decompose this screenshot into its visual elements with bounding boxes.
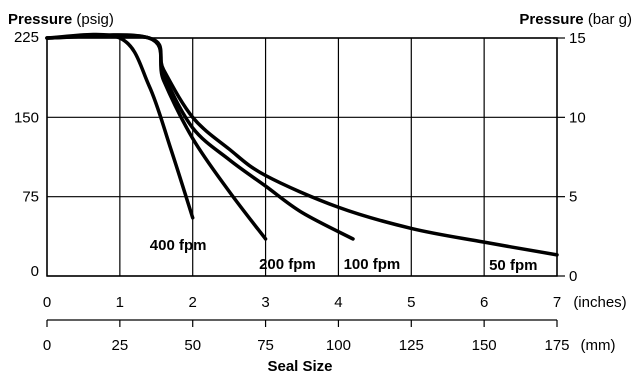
- curves: [45, 32, 559, 257]
- series-labels: 400 fpm 200 fpm 100 fpm 50 fpm: [150, 237, 538, 274]
- right-tick-label: 15: [569, 30, 586, 47]
- mm-tick-label: 25: [112, 337, 129, 354]
- mm-tick-label: 75: [257, 337, 274, 354]
- grid: [46, 37, 558, 277]
- inch-tick-label: 1: [116, 294, 124, 311]
- mm-tick-label: 175: [544, 337, 569, 354]
- right-axis-title: Pressure (bar g): [519, 11, 632, 28]
- left-tick-label: 150: [14, 109, 39, 126]
- inch-tick-label: 3: [261, 294, 269, 311]
- inch-tick-label: 6: [480, 294, 488, 311]
- inch-tick-label: 4: [334, 294, 342, 311]
- left-axis-title: Pressure (psig): [8, 11, 114, 28]
- series-label: 50 fpm: [489, 257, 537, 274]
- left-axis-ticks: 0 75 150 225: [14, 29, 39, 280]
- right-axis-title-unit: (bar g): [588, 11, 632, 28]
- series-label: 100 fpm: [344, 256, 401, 273]
- series-line: [45, 33, 355, 241]
- mm-unit-label: (mm): [581, 337, 616, 354]
- right-axis-title-bold: Pressure: [519, 11, 583, 28]
- right-tick-label: 5: [569, 189, 577, 206]
- right-tick-label: 0: [569, 268, 577, 285]
- mm-tick-label: 125: [399, 337, 424, 354]
- series-line: [45, 33, 268, 241]
- mm-tick-label: 150: [472, 337, 497, 354]
- left-axis-title-bold: Pressure: [8, 11, 72, 28]
- left-tick-label: 75: [22, 189, 39, 206]
- series-line: [45, 33, 559, 257]
- mm-tick-label: 0: [43, 337, 51, 354]
- inch-tick-label: 2: [189, 294, 197, 311]
- left-axis-title-unit: (psig): [76, 11, 114, 28]
- plot-frame: [46, 37, 558, 277]
- left-tick-label: 225: [14, 29, 39, 46]
- left-tick-label: 0: [31, 263, 39, 280]
- mm-tick-label: 100: [326, 337, 351, 354]
- mm-axis: 0 25 50 75 100 125 150 175: [43, 319, 570, 354]
- right-axis-ticks: 0 5 10 15: [557, 30, 586, 285]
- inch-tick-label: 7: [553, 294, 561, 311]
- series-label: 200 fpm: [259, 256, 316, 273]
- inch-unit-label: (inches): [573, 294, 626, 311]
- right-tick-label: 10: [569, 109, 586, 126]
- inch-axis-ticks: 0 1 2 3 4 5 6 7: [43, 294, 561, 311]
- inch-tick-label: 0: [43, 294, 51, 311]
- x-axis-title: Seal Size: [267, 358, 332, 375]
- mm-tick-label: 50: [184, 337, 201, 354]
- inch-tick-label: 5: [407, 294, 415, 311]
- series-label: 400 fpm: [150, 237, 207, 254]
